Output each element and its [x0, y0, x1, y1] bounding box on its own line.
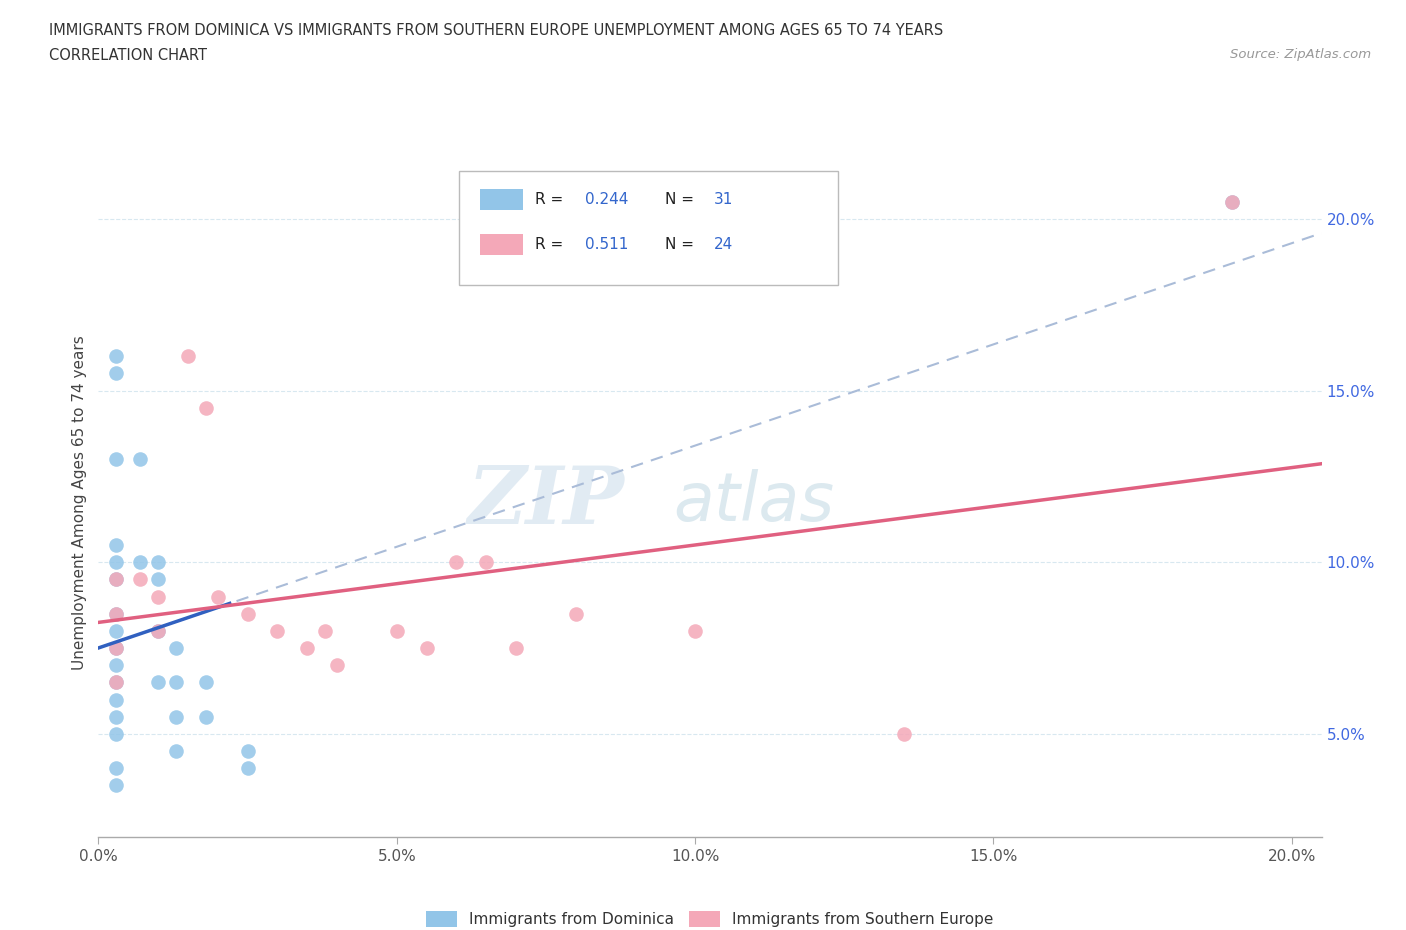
- Point: [1220, 194, 1243, 209]
- Point: [105, 572, 128, 587]
- Point: [129, 555, 152, 570]
- Point: [105, 452, 128, 467]
- Point: [165, 710, 187, 724]
- Point: [105, 606, 128, 621]
- Y-axis label: Unemployment Among Ages 65 to 74 years: Unemployment Among Ages 65 to 74 years: [72, 335, 87, 670]
- Point: [165, 675, 187, 690]
- FancyBboxPatch shape: [479, 233, 523, 255]
- Point: [194, 675, 217, 690]
- Point: [194, 710, 217, 724]
- Point: [207, 590, 229, 604]
- Point: [129, 572, 152, 587]
- Text: CORRELATION CHART: CORRELATION CHART: [49, 48, 207, 63]
- FancyBboxPatch shape: [479, 189, 523, 210]
- Point: [236, 744, 259, 759]
- Point: [146, 590, 169, 604]
- Point: [105, 349, 128, 364]
- Point: [146, 572, 169, 587]
- Point: [565, 606, 588, 621]
- Point: [105, 572, 128, 587]
- Point: [165, 744, 187, 759]
- Text: ZIP: ZIP: [468, 463, 624, 541]
- Point: [297, 641, 319, 656]
- Point: [105, 641, 128, 656]
- Point: [105, 761, 128, 776]
- Point: [105, 675, 128, 690]
- Point: [446, 555, 468, 570]
- Text: IMMIGRANTS FROM DOMINICA VS IMMIGRANTS FROM SOUTHERN EUROPE UNEMPLOYMENT AMONG A: IMMIGRANTS FROM DOMINICA VS IMMIGRANTS F…: [49, 23, 943, 38]
- Text: Source: ZipAtlas.com: Source: ZipAtlas.com: [1230, 48, 1371, 61]
- Point: [105, 692, 128, 707]
- Point: [385, 623, 408, 638]
- Text: R =: R =: [536, 192, 568, 207]
- Point: [683, 623, 706, 638]
- Point: [505, 641, 527, 656]
- Text: 24: 24: [714, 237, 733, 252]
- Point: [236, 761, 259, 776]
- Point: [105, 555, 128, 570]
- Point: [105, 675, 128, 690]
- Point: [194, 400, 217, 415]
- Point: [129, 452, 152, 467]
- Point: [105, 641, 128, 656]
- Point: [326, 658, 349, 672]
- Point: [1220, 194, 1243, 209]
- Point: [266, 623, 288, 638]
- Text: 0.511: 0.511: [585, 237, 628, 252]
- FancyBboxPatch shape: [460, 171, 838, 285]
- Text: 0.244: 0.244: [585, 192, 628, 207]
- Text: atlas: atlas: [673, 470, 834, 535]
- Point: [146, 623, 169, 638]
- Point: [415, 641, 437, 656]
- Point: [105, 623, 128, 638]
- Point: [236, 606, 259, 621]
- Point: [893, 726, 915, 741]
- Text: 31: 31: [714, 192, 733, 207]
- Point: [146, 675, 169, 690]
- Text: N =: N =: [665, 237, 699, 252]
- Point: [105, 658, 128, 672]
- Point: [165, 641, 187, 656]
- Legend: Immigrants from Dominica, Immigrants from Southern Europe: Immigrants from Dominica, Immigrants fro…: [420, 905, 1000, 930]
- Text: R =: R =: [536, 237, 574, 252]
- Point: [105, 366, 128, 381]
- Point: [105, 726, 128, 741]
- Point: [105, 538, 128, 552]
- Point: [105, 606, 128, 621]
- Point: [475, 555, 498, 570]
- Point: [146, 623, 169, 638]
- Text: N =: N =: [665, 192, 699, 207]
- Point: [146, 555, 169, 570]
- Point: [177, 349, 200, 364]
- Point: [105, 778, 128, 793]
- Point: [105, 710, 128, 724]
- Point: [314, 623, 336, 638]
